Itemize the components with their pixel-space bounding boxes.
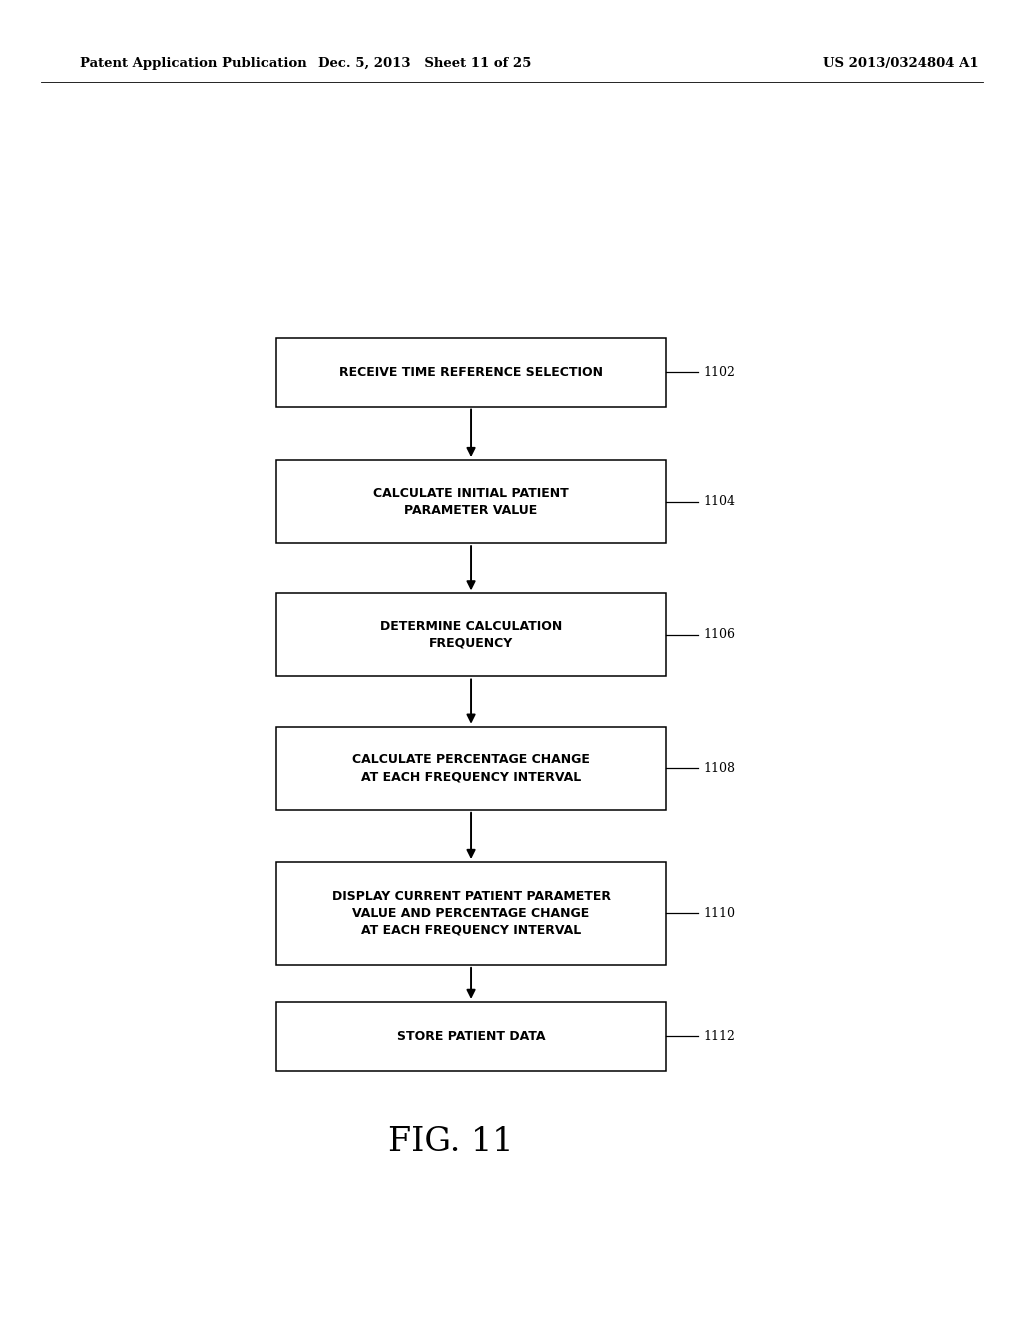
Text: DISPLAY CURRENT PATIENT PARAMETER
VALUE AND PERCENTAGE CHANGE
AT EACH FREQUENCY : DISPLAY CURRENT PATIENT PARAMETER VALUE … — [332, 890, 610, 937]
Text: Dec. 5, 2013   Sheet 11 of 25: Dec. 5, 2013 Sheet 11 of 25 — [318, 57, 531, 70]
Text: 1104: 1104 — [703, 495, 735, 508]
FancyBboxPatch shape — [276, 862, 666, 965]
Text: STORE PATIENT DATA: STORE PATIENT DATA — [396, 1030, 546, 1043]
Text: 1110: 1110 — [703, 907, 735, 920]
FancyBboxPatch shape — [276, 338, 666, 407]
Text: RECEIVE TIME REFERENCE SELECTION: RECEIVE TIME REFERENCE SELECTION — [339, 366, 603, 379]
Text: US 2013/0324804 A1: US 2013/0324804 A1 — [823, 57, 979, 70]
Text: FIG. 11: FIG. 11 — [388, 1126, 513, 1158]
Text: 1108: 1108 — [703, 762, 735, 775]
Text: Patent Application Publication: Patent Application Publication — [80, 57, 306, 70]
Text: 1106: 1106 — [703, 628, 735, 642]
Text: 1112: 1112 — [703, 1030, 735, 1043]
Text: CALCULATE INITIAL PATIENT
PARAMETER VALUE: CALCULATE INITIAL PATIENT PARAMETER VALU… — [373, 487, 569, 516]
Text: CALCULATE PERCENTAGE CHANGE
AT EACH FREQUENCY INTERVAL: CALCULATE PERCENTAGE CHANGE AT EACH FREQ… — [352, 754, 590, 783]
Text: 1102: 1102 — [703, 366, 735, 379]
FancyBboxPatch shape — [276, 461, 666, 544]
FancyBboxPatch shape — [276, 594, 666, 676]
Text: DETERMINE CALCULATION
FREQUENCY: DETERMINE CALCULATION FREQUENCY — [380, 620, 562, 649]
FancyBboxPatch shape — [276, 726, 666, 810]
FancyBboxPatch shape — [276, 1002, 666, 1071]
